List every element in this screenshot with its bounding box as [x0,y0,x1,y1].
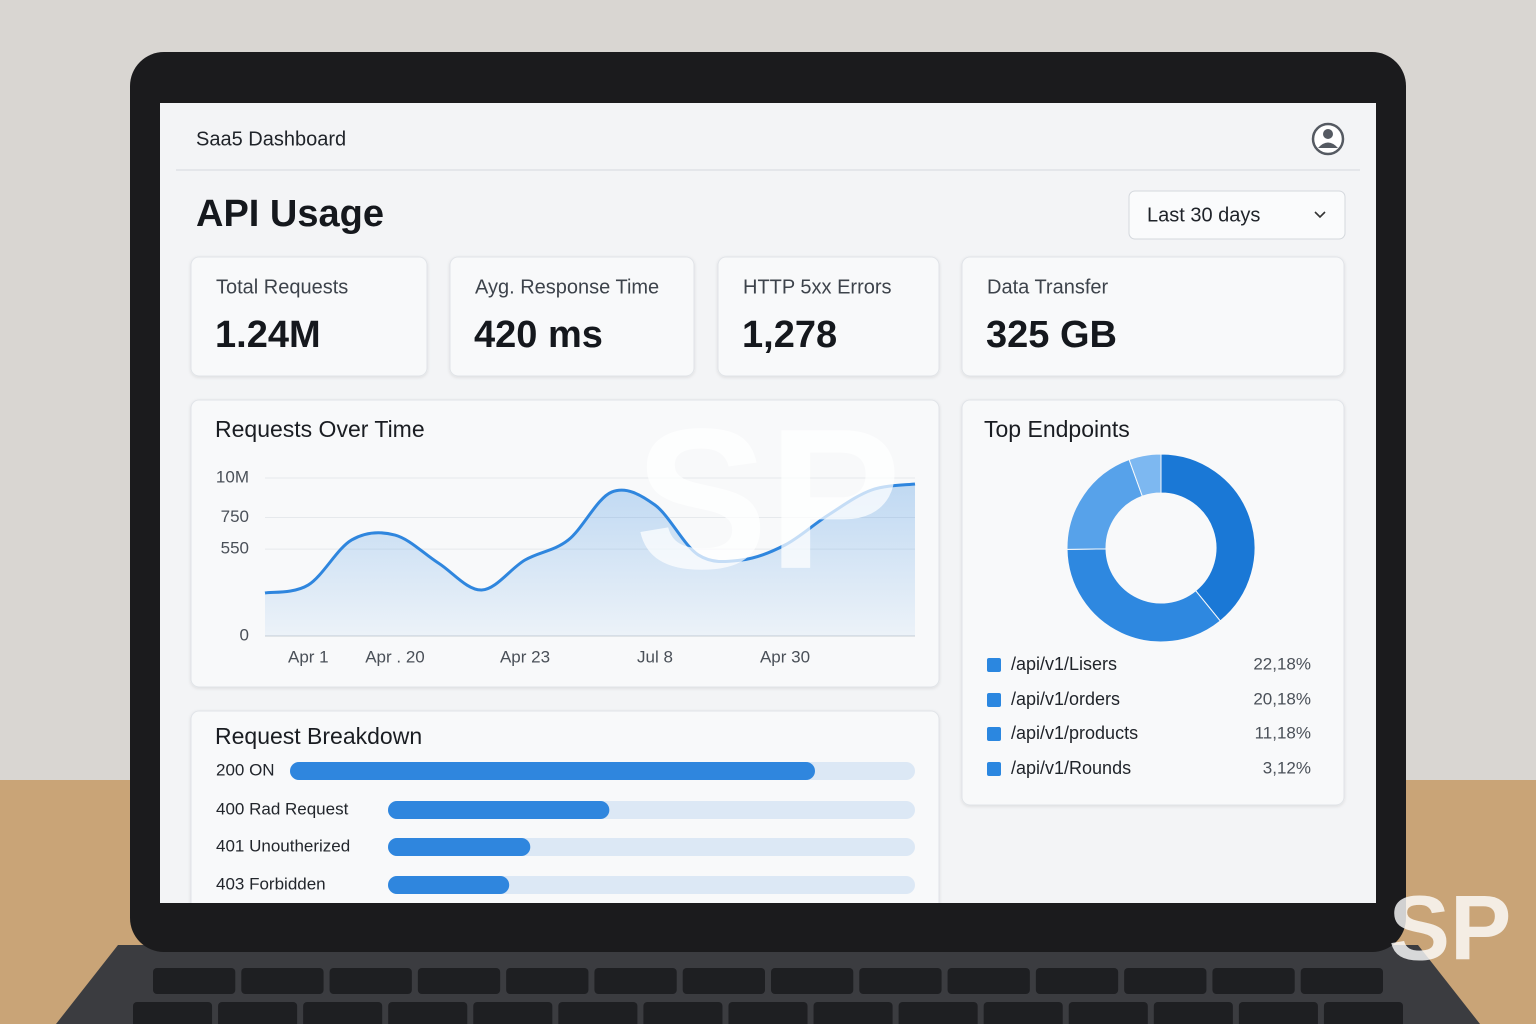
bar [290,762,815,780]
stat-card [961,256,1345,377]
donut-slice [1066,548,1221,643]
key [506,968,589,994]
stat-label: Data Transfer [987,276,1109,298]
y-tick-label: 550 [221,539,249,558]
key [1238,1002,1318,1024]
stat-value: 325 GB [986,314,1117,356]
legend-value: 20,18% [1253,689,1311,708]
key [473,1002,553,1024]
stat-card [190,256,428,377]
legend-value: 3,12% [1263,758,1311,777]
donut-slice [1128,453,1162,497]
bar-label: 400 Rad Request [216,799,349,818]
dashboard: Saa5 Dashboard API Usage Last 30 days To… [176,122,1360,903]
bar [388,801,610,819]
bar-track [388,876,915,894]
bar [388,876,510,894]
key [813,1002,893,1024]
bar-label: 200 ON [216,760,275,779]
legend-swatch [987,762,1001,776]
x-tick-label: Apr . 20 [365,647,425,666]
stat-card [449,256,695,377]
donut-chart: /api/v1/Lisers 22,18% /api/v1/orders 20,18%… [987,453,1311,778]
page-title: API Usage [196,193,384,235]
bar-label: 401 Unoutherized [216,836,350,855]
key [303,1002,383,1024]
bar [388,838,531,856]
key [1300,968,1383,994]
key [558,1002,638,1024]
stat-label: Total Requests [216,276,348,298]
bar-chart: 200 ON 400 Rad Request 401 Unoutherized 403… [216,760,915,894]
legend-swatch [987,658,1001,672]
key [388,1002,468,1024]
key [153,968,236,994]
range-label[interactable]: Last 30 days [1147,204,1260,226]
stat-label: HTTP 5xx Errors [743,276,892,298]
key [1323,1002,1403,1024]
key [1124,968,1207,994]
legend-label: /api/v1/Lisers [1011,654,1117,674]
legend-label: /api/v1/orders [1011,689,1120,709]
endpoints-title: Top Endpoints [984,416,1130,442]
line-area [265,484,915,636]
stat-value: 1.24M [215,314,321,356]
avatar[interactable] [1311,122,1345,156]
stat-card [717,256,940,377]
key [682,968,765,994]
key [983,1002,1063,1024]
key [898,1002,978,1024]
keyboard [133,968,1403,1024]
range-dropdown[interactable]: Last 30 days [1128,190,1346,240]
key [329,968,412,994]
legend-value: 11,18% [1255,723,1311,742]
key [947,968,1030,994]
stat-cards: Total Requests 1.24M Ayg. Response Time 420… [190,256,1345,377]
stat-value: 1,278 [742,314,837,356]
key [218,1002,298,1024]
legend-value: 22,18% [1253,654,1311,673]
bar-label: 403 Forbidden [216,874,326,893]
legend-swatch [987,727,1001,741]
corner-watermark: SP [1389,877,1512,979]
key [1153,1002,1233,1024]
line-title: Requests Over Time [215,416,425,442]
x-tick-label: Apr 23 [500,647,550,666]
x-tick-label: Jul 8 [637,647,673,666]
legend-label: /api/v1/products [1011,723,1138,743]
key [594,968,677,994]
key [859,968,942,994]
line-chart: 0 550 750 10M Apr 1 Apr . 20 Apr 23 Jul 8 Apr 30 [216,467,916,666]
key [133,1002,213,1024]
stat-value: 420 ms [474,314,603,356]
donut-slice [1160,453,1256,622]
key [771,968,854,994]
line-series [264,482,916,595]
legend-label: /api/v1/Rounds [1011,758,1131,778]
key [417,968,501,994]
y-tick-label: 10M [216,467,249,486]
key [241,968,324,994]
key [1035,968,1119,994]
stat-label: Ayg. Response Time [475,276,659,298]
key [1068,1002,1148,1024]
key [728,1002,808,1024]
watermark: SP [635,388,902,611]
x-tick-label: Apr 1 [288,647,329,666]
key [1212,968,1295,994]
key [643,1002,723,1024]
y-tick-label: 750 [221,507,249,526]
y-tick-label: 0 [240,625,249,644]
x-tick-label: Apr 30 [760,647,810,666]
breakdown-title: Request Breakdown [215,723,422,749]
legend-swatch [987,693,1001,707]
app-title: Saa5 Dashboard [196,128,346,150]
